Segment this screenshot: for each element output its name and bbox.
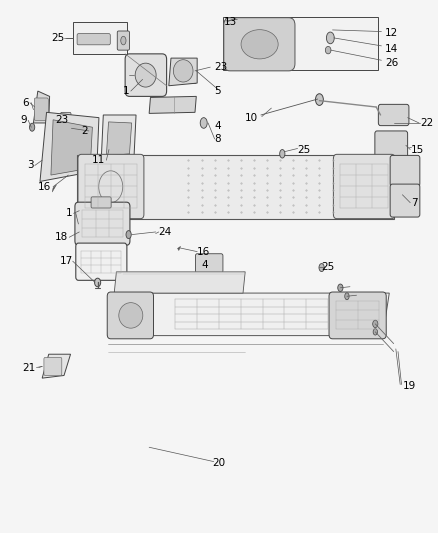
FancyBboxPatch shape xyxy=(224,18,295,71)
Text: 17: 17 xyxy=(60,256,73,266)
FancyBboxPatch shape xyxy=(378,104,409,126)
Ellipse shape xyxy=(95,278,101,287)
Text: 10: 10 xyxy=(245,112,258,123)
Text: 4: 4 xyxy=(201,261,208,270)
Text: 7: 7 xyxy=(411,198,418,208)
FancyBboxPatch shape xyxy=(125,54,166,96)
Text: 26: 26 xyxy=(385,59,398,68)
Text: 25: 25 xyxy=(321,262,335,271)
Text: 1: 1 xyxy=(66,208,73,219)
Text: 9: 9 xyxy=(20,115,27,125)
FancyBboxPatch shape xyxy=(91,197,111,208)
Text: 14: 14 xyxy=(385,44,398,53)
Text: 3: 3 xyxy=(27,160,33,171)
Text: 20: 20 xyxy=(212,458,226,468)
Polygon shape xyxy=(223,17,378,70)
Polygon shape xyxy=(177,246,180,251)
Text: 23: 23 xyxy=(215,62,228,72)
Polygon shape xyxy=(169,58,197,86)
FancyBboxPatch shape xyxy=(329,292,386,339)
FancyBboxPatch shape xyxy=(34,98,48,120)
Text: 18: 18 xyxy=(55,232,68,243)
Polygon shape xyxy=(149,96,196,114)
Polygon shape xyxy=(33,91,49,123)
Polygon shape xyxy=(71,118,88,144)
Ellipse shape xyxy=(280,150,285,158)
FancyBboxPatch shape xyxy=(107,292,153,339)
Text: 15: 15 xyxy=(411,144,424,155)
Text: 11: 11 xyxy=(92,155,106,165)
Ellipse shape xyxy=(200,118,207,128)
Polygon shape xyxy=(106,122,132,156)
Text: 16: 16 xyxy=(197,247,210,256)
Polygon shape xyxy=(101,115,136,163)
Polygon shape xyxy=(51,120,92,175)
Ellipse shape xyxy=(171,60,180,82)
Ellipse shape xyxy=(373,320,378,328)
Text: 8: 8 xyxy=(215,134,221,144)
Ellipse shape xyxy=(241,30,278,59)
FancyBboxPatch shape xyxy=(75,202,130,245)
Ellipse shape xyxy=(119,303,143,328)
Ellipse shape xyxy=(315,94,323,106)
FancyBboxPatch shape xyxy=(375,131,408,158)
Text: 4: 4 xyxy=(215,120,221,131)
Ellipse shape xyxy=(345,293,349,300)
FancyBboxPatch shape xyxy=(195,254,223,273)
Ellipse shape xyxy=(325,46,331,54)
Text: 23: 23 xyxy=(55,115,68,125)
FancyBboxPatch shape xyxy=(78,155,144,219)
Polygon shape xyxy=(114,272,245,293)
FancyBboxPatch shape xyxy=(390,184,420,217)
Text: 24: 24 xyxy=(158,227,171,237)
FancyBboxPatch shape xyxy=(77,34,110,45)
Polygon shape xyxy=(175,59,195,83)
Text: 2: 2 xyxy=(81,126,88,136)
FancyBboxPatch shape xyxy=(117,31,130,50)
Text: 1: 1 xyxy=(123,86,130,96)
Text: 5: 5 xyxy=(215,86,221,96)
Ellipse shape xyxy=(373,329,378,335)
Ellipse shape xyxy=(319,264,324,271)
Text: 25: 25 xyxy=(297,144,311,155)
Ellipse shape xyxy=(126,231,131,239)
Ellipse shape xyxy=(173,60,193,82)
Ellipse shape xyxy=(61,116,67,125)
Polygon shape xyxy=(52,184,57,192)
Polygon shape xyxy=(77,155,394,219)
FancyBboxPatch shape xyxy=(76,243,127,280)
Text: 22: 22 xyxy=(420,118,433,128)
Text: 13: 13 xyxy=(223,17,237,27)
Ellipse shape xyxy=(326,32,334,44)
Ellipse shape xyxy=(29,123,35,131)
Text: 16: 16 xyxy=(38,182,51,192)
Ellipse shape xyxy=(121,36,126,45)
FancyBboxPatch shape xyxy=(390,156,420,186)
Polygon shape xyxy=(73,22,127,54)
Text: 6: 6 xyxy=(22,98,29,108)
Polygon shape xyxy=(40,112,99,181)
FancyBboxPatch shape xyxy=(60,112,71,126)
FancyBboxPatch shape xyxy=(44,358,62,375)
Polygon shape xyxy=(108,293,389,336)
FancyBboxPatch shape xyxy=(333,155,395,219)
Ellipse shape xyxy=(135,63,156,87)
Text: 25: 25 xyxy=(51,33,64,43)
Polygon shape xyxy=(42,354,71,378)
Ellipse shape xyxy=(338,284,343,292)
Text: 19: 19 xyxy=(403,381,416,391)
Text: 12: 12 xyxy=(385,28,398,38)
Text: 21: 21 xyxy=(22,362,35,373)
